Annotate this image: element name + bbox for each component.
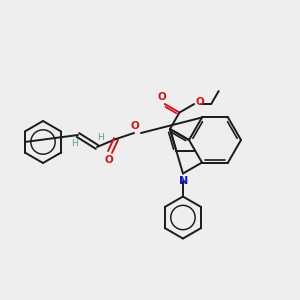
Text: N: N: [179, 176, 189, 185]
Text: O: O: [158, 92, 166, 102]
Text: H: H: [70, 139, 77, 148]
Text: O: O: [105, 155, 113, 165]
Text: O: O: [130, 121, 140, 131]
Text: O: O: [196, 97, 205, 107]
Text: H: H: [98, 134, 104, 142]
